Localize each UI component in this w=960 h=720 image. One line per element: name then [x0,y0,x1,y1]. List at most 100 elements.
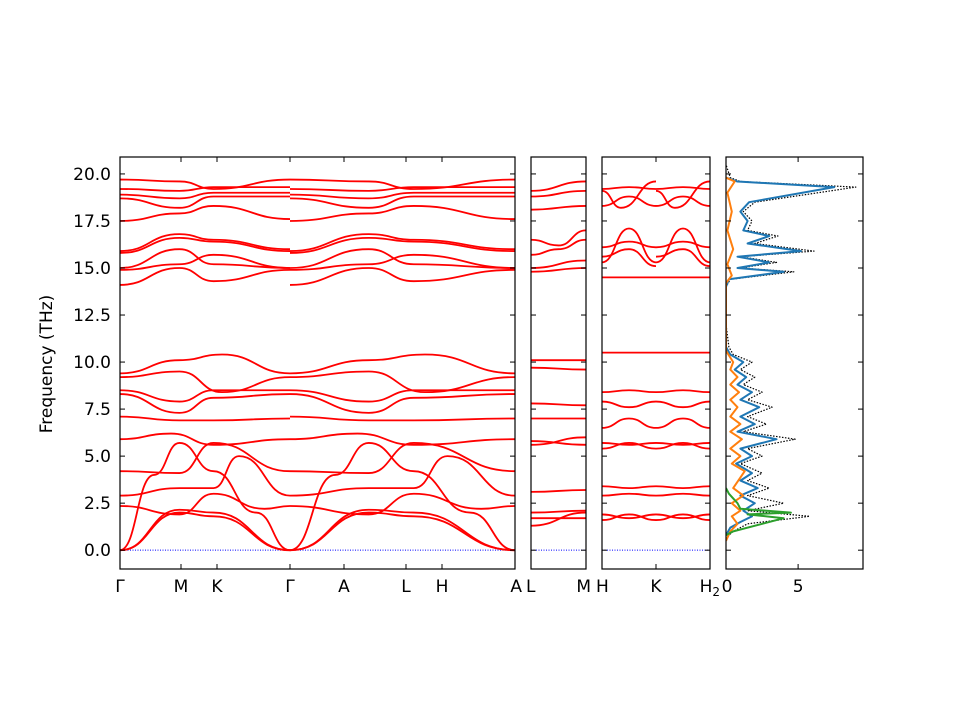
band-line [120,415,291,422]
band-line [531,259,586,269]
x-tick-label: M [174,577,189,597]
band-line [531,489,586,493]
y-tick-label: 7.5 [84,400,111,420]
band-line [289,508,515,552]
band-line [655,513,710,521]
band-line [120,455,291,497]
band-line [289,415,515,422]
y-axis-label: Frequency (THz) [37,295,57,434]
band-line [655,513,710,520]
x-tick-label: M [576,577,591,597]
band-line [602,195,657,207]
band-line [120,267,291,286]
band-line [120,492,291,516]
band-line [602,513,657,521]
band-line [120,353,291,375]
band-line [120,393,291,414]
band-line [289,267,515,286]
band-line [602,513,657,520]
band-line [289,442,515,474]
band-line [531,511,586,527]
band-line [602,389,657,394]
y-tick-label: 15.0 [73,259,111,279]
band-line [289,492,515,516]
band-line [120,191,290,200]
band-line [655,442,710,450]
bands-group [602,180,710,551]
bands-group [120,178,515,552]
band-line [655,400,710,409]
band-line [120,248,291,269]
band-line [531,238,586,256]
band-line [531,402,586,407]
x-tick-label: A [338,577,350,597]
band-line [289,186,515,192]
band-line [602,485,657,490]
band-line [120,442,291,474]
x-tick-label: Γ [285,577,295,597]
dos-x-tick-label: 0 [722,577,733,597]
band-line [531,366,586,371]
band-line [289,248,515,269]
band-line [289,353,515,375]
band-line [655,417,710,429]
band-line [531,180,586,192]
band-line [120,195,290,209]
band-line [602,442,657,446]
band-line [531,436,586,446]
band-line [120,370,291,394]
band-line [655,248,710,268]
band-line [289,393,515,414]
dos-series-0 [726,164,857,539]
x-tick-label: K [650,577,662,597]
band-line [120,511,291,552]
panel-frame [530,156,587,570]
band-line [120,178,291,190]
band-line [120,233,291,252]
band-line [120,508,291,552]
band-line [289,389,515,403]
panel-1: Γ M K Γ A L H A 0.0 2.5 5.0 7.5 10.0 12.5 15.0 17.5 20.0 [73,156,522,597]
band-line [531,509,586,514]
band-line [289,511,515,552]
band-line [655,240,710,249]
y-tick-label: 10.0 [73,353,111,373]
x-tick-label: L [526,577,536,597]
band-line [289,455,515,497]
band-line [602,442,657,450]
dos-series-3 [726,487,792,536]
band-line [602,492,657,497]
band-line [120,205,291,222]
y-tick-label: 2.5 [84,494,111,514]
band-line [531,440,586,446]
x-tick-label: H [436,577,449,597]
band-line [655,186,710,190]
band-line [602,400,657,409]
y-tick-label: 5.0 [84,447,111,467]
band-line [602,240,657,249]
band-line [289,195,515,209]
band-line [602,180,657,209]
x-tick-label: H2 [700,577,720,599]
band-line [289,236,515,254]
band-line [531,189,586,198]
band-line [120,186,290,192]
plot-area: Γ M K Γ A L H A0.02.55.07.510.012.515.017.520.0… [73,156,864,599]
panel-frame [601,156,711,570]
band-line [655,180,710,209]
dos-series-2 [726,176,746,542]
band-line [655,442,710,446]
x-tick-label: Γ [115,577,125,597]
y-tick-label: 17.5 [73,212,111,232]
dos-frame [725,156,864,570]
x-tick-label: K [211,577,223,597]
band-line [289,191,515,200]
band-line [602,417,657,429]
band-line [120,432,291,446]
band-line [655,492,710,497]
band-line [531,229,586,247]
band-line [531,267,586,273]
band-line [289,370,515,394]
